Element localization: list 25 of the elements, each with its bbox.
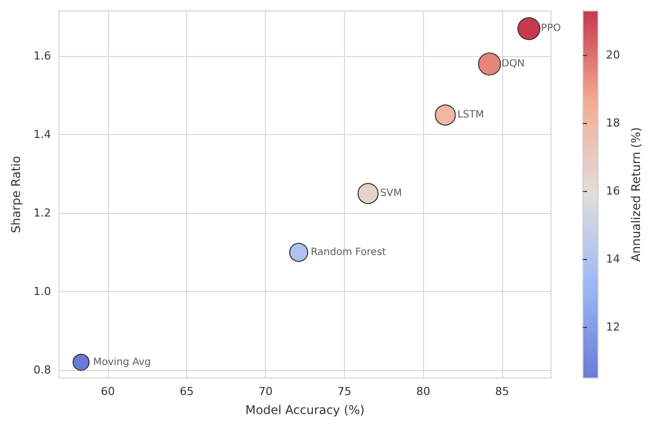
y-tick-label: 1.0 (34, 285, 51, 298)
color-bar-label: 12 (606, 320, 620, 334)
x-axis-title: Model Accuracy (%) (245, 403, 365, 417)
x-tick-label: 75 (337, 385, 352, 398)
annotation: SVM (380, 188, 402, 200)
color-bar-label: 14 (606, 252, 620, 266)
annotation: Moving Avg (93, 356, 151, 368)
y-tick-label: 0.8 (34, 364, 51, 377)
x-tick-label: 70 (258, 385, 273, 398)
annotation: DQN (502, 58, 525, 70)
color-bar-label: 16 (606, 184, 620, 198)
y-tick-label: 1.4 (34, 128, 51, 142)
x-tick-label: 65 (180, 385, 194, 398)
annotation: PPO (540, 23, 561, 34)
x-tick-label: 60 (100, 385, 115, 398)
y-axis-title: Sharpe Ratio (9, 156, 23, 234)
y-tick-label: 1.6 (34, 50, 51, 63)
color-bar-label: 18 (606, 116, 620, 130)
x-tick-label: 85 (495, 385, 510, 398)
color-bar-label: 20 (606, 48, 620, 62)
y-tick-label: 1.2 (34, 206, 51, 220)
annotation: LSTM (457, 110, 484, 121)
x-tick-label: 80 (416, 385, 430, 398)
annotation: Random Forest (310, 246, 386, 258)
color-bar-title: Annualized Return (%) (629, 127, 643, 262)
